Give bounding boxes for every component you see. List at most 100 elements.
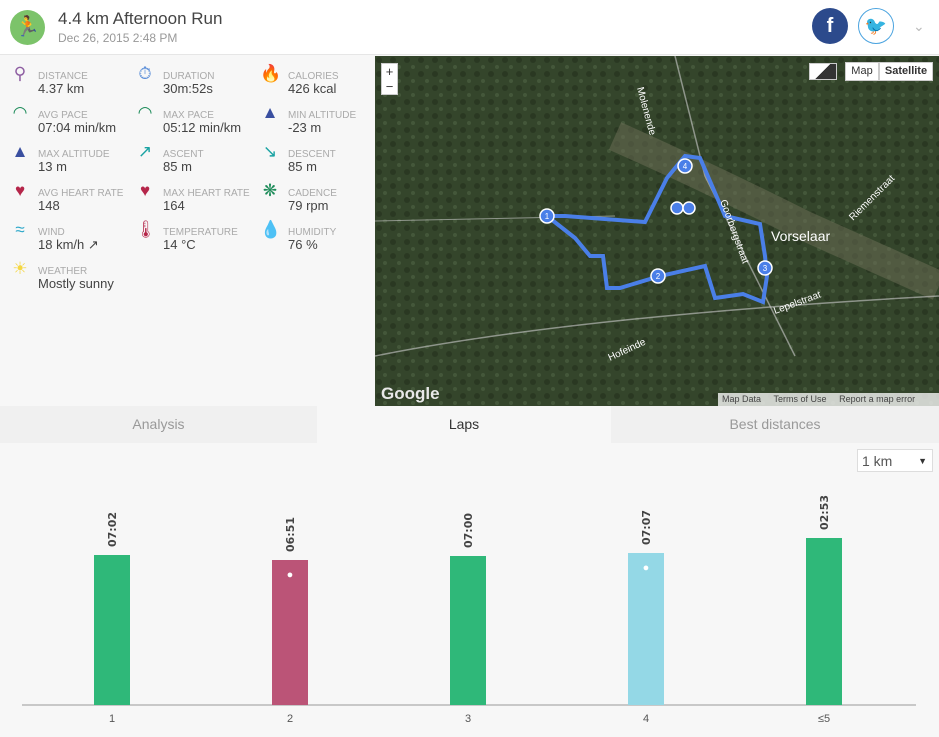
stat-calories: 🔥 CALORIES 426 kcal bbox=[250, 59, 375, 98]
thermometer-icon: 🌡 bbox=[135, 220, 157, 239]
lap-marker-1[interactable]: 1 bbox=[545, 212, 550, 221]
stat-value: 148 bbox=[38, 198, 60, 213]
laps-chart: 07:02 1 06:51 2 ● 07:00 3 07:07 4 ● 02:53 ≤5 bbox=[22, 495, 916, 725]
lap-pace-label: 07:00 bbox=[462, 513, 475, 548]
stat-label: DESCENT bbox=[288, 149, 336, 160]
map-type-map-button[interactable]: Map bbox=[845, 62, 879, 81]
sun-icon: ☀ bbox=[12, 259, 28, 278]
stat-avg-heart-rate: ♥ AVG HEART RATE 148 bbox=[0, 176, 125, 215]
stat-label: CADENCE bbox=[288, 188, 337, 199]
stat-label: MAX PACE bbox=[163, 110, 214, 121]
stat-label: TEMPERATURE bbox=[163, 227, 238, 238]
zoom-out-button[interactable]: − bbox=[385, 79, 394, 94]
stat-value: 14 °C bbox=[163, 237, 196, 252]
stat-value: 79 rpm bbox=[288, 198, 329, 213]
cadence-icon: ❋ bbox=[262, 181, 278, 200]
stat-temperature: 🌡 TEMPERATURE 14 °C bbox=[125, 215, 250, 254]
stat-label: ASCENT bbox=[163, 149, 204, 160]
stat-value: 4.37 km bbox=[38, 81, 85, 96]
lap-bar[interactable] bbox=[628, 553, 664, 705]
heart-icon: ♥ bbox=[14, 181, 26, 200]
activity-header: 🏃 4.4 km Afternoon Run Dec 26, 2015 2:48… bbox=[0, 0, 939, 55]
rabbit-icon: ● bbox=[287, 569, 294, 581]
stats-panel: ⚲ DISTANCE 4.37 km ⏱ DURATION 30m:52s 🔥 CALORIE… bbox=[0, 56, 375, 406]
lap-distance-select[interactable]: 1 km ▼ bbox=[857, 449, 933, 472]
lap-marker-4[interactable]: 4 bbox=[683, 162, 688, 171]
distance-icon: ⚲ bbox=[13, 64, 27, 83]
mountain-icon: ▲ bbox=[11, 142, 29, 161]
zoom-in-button[interactable]: + bbox=[385, 64, 394, 79]
stat-label: MAX HEART RATE bbox=[163, 188, 250, 199]
stat-ascent: ↗ ASCENT 85 m bbox=[125, 137, 250, 176]
stat-value: 76 % bbox=[288, 237, 318, 252]
chevron-down-icon[interactable]: ⌄ bbox=[913, 18, 925, 34]
town-label: Vorselaar bbox=[771, 228, 830, 244]
stat-value: 164 bbox=[163, 198, 185, 213]
stat-value: 426 kcal bbox=[288, 81, 337, 96]
stat-value: 13 m bbox=[38, 159, 67, 174]
lap-pace-label: 07:02 bbox=[106, 512, 119, 547]
tab-laps[interactable]: Laps bbox=[317, 406, 611, 443]
lap-bar[interactable] bbox=[272, 560, 308, 705]
lap-bar[interactable] bbox=[450, 556, 486, 705]
heart-icon: ♥ bbox=[139, 181, 151, 200]
tab-best-distances[interactable]: Best distances bbox=[611, 406, 939, 443]
flame-icon: 🔥 bbox=[260, 64, 282, 83]
stat-distance: ⚲ DISTANCE 4.37 km bbox=[0, 59, 125, 98]
stat-label: DISTANCE bbox=[38, 71, 88, 82]
lap-pace-label: 02:53 bbox=[818, 495, 831, 530]
mountain-icon: ▲ bbox=[261, 103, 279, 122]
stat-cadence: ❋ CADENCE 79 rpm bbox=[250, 176, 375, 215]
speedometer-icon: ◠ bbox=[12, 103, 28, 122]
lap-number-label: 4 bbox=[643, 713, 649, 725]
lap-bar[interactable] bbox=[94, 555, 130, 705]
stat-label: HUMIDITY bbox=[288, 227, 337, 238]
stat-min-altitude: ▲ MIN ALTITUDE -23 m bbox=[250, 98, 375, 137]
stat-max-pace: ◠ MAX PACE 05:12 min/km bbox=[125, 98, 250, 137]
stat-label: WEATHER bbox=[38, 266, 88, 277]
lap-marker-3[interactable]: 3 bbox=[763, 264, 768, 273]
humidity-icon: 💧 bbox=[260, 220, 282, 239]
stat-value: 05:12 min/km bbox=[163, 120, 242, 135]
stat-weather: ☀ WEATHER Mostly sunny bbox=[0, 254, 125, 293]
stat-label: AVG PACE bbox=[38, 110, 88, 121]
map-type-satellite-button[interactable]: Satellite bbox=[879, 62, 933, 81]
activity-title: 4.4 km Afternoon Run bbox=[58, 9, 223, 28]
terms-link[interactable]: Terms of Use bbox=[773, 394, 827, 404]
lap-number-label: 2 bbox=[287, 713, 293, 725]
stat-value: 18 km/h ↗ bbox=[38, 237, 99, 252]
map-canvas[interactable]: 1 2 3 4 Vorselaar Molenende Goorbergstra… bbox=[375, 56, 939, 406]
map-data-link[interactable]: Map Data bbox=[722, 394, 762, 404]
turtle-icon: ● bbox=[643, 562, 650, 574]
stat-humidity: 💧 HUMIDITY 76 % bbox=[250, 215, 375, 254]
lap-distance-value: 1 km bbox=[862, 453, 893, 469]
stat-label: MIN ALTITUDE bbox=[288, 110, 357, 121]
stat-max-heart-rate: ♥ MAX HEART RATE 164 bbox=[125, 176, 250, 215]
stat-value: 30m:52s bbox=[163, 81, 213, 96]
stat-label: DURATION bbox=[163, 71, 215, 82]
stat-value: 85 m bbox=[163, 159, 192, 174]
twitter-share-button[interactable]: 🐦 bbox=[858, 8, 894, 44]
activity-date: Dec 26, 2015 2:48 PM bbox=[58, 31, 178, 45]
stat-label: CALORIES bbox=[288, 71, 339, 82]
google-logo: Google bbox=[381, 384, 440, 403]
fullscreen-button[interactable] bbox=[809, 63, 837, 80]
stat-descent: ↘ DESCENT 85 m bbox=[250, 137, 375, 176]
report-error-link[interactable]: Report a map error bbox=[839, 394, 916, 404]
stat-label: MAX ALTITUDE bbox=[38, 149, 110, 160]
facebook-share-button[interactable]: f bbox=[812, 8, 848, 44]
lap-pace-label: 07:07 bbox=[640, 510, 653, 545]
stopwatch-icon: ⏱ bbox=[138, 64, 152, 83]
lap-bar[interactable] bbox=[806, 538, 842, 705]
ascent-icon: ↗ bbox=[137, 142, 153, 161]
tab-bar: Analysis Laps Best distances bbox=[0, 406, 939, 443]
lap-marker-2[interactable]: 2 bbox=[656, 272, 661, 281]
route-map[interactable]: 1 2 3 4 Vorselaar Molenende Goorbergstra… bbox=[375, 56, 939, 406]
lap-number-label: ≤5 bbox=[818, 713, 830, 725]
stat-wind: ≈ WIND 18 km/h ↗ bbox=[0, 215, 125, 254]
tab-analysis[interactable]: Analysis bbox=[0, 406, 317, 443]
stat-value: 07:04 min/km bbox=[38, 120, 117, 135]
stat-value: Mostly sunny bbox=[38, 276, 114, 291]
wind-icon: ≈ bbox=[15, 220, 25, 239]
stat-avg-pace: ◠ AVG PACE 07:04 min/km bbox=[0, 98, 125, 137]
